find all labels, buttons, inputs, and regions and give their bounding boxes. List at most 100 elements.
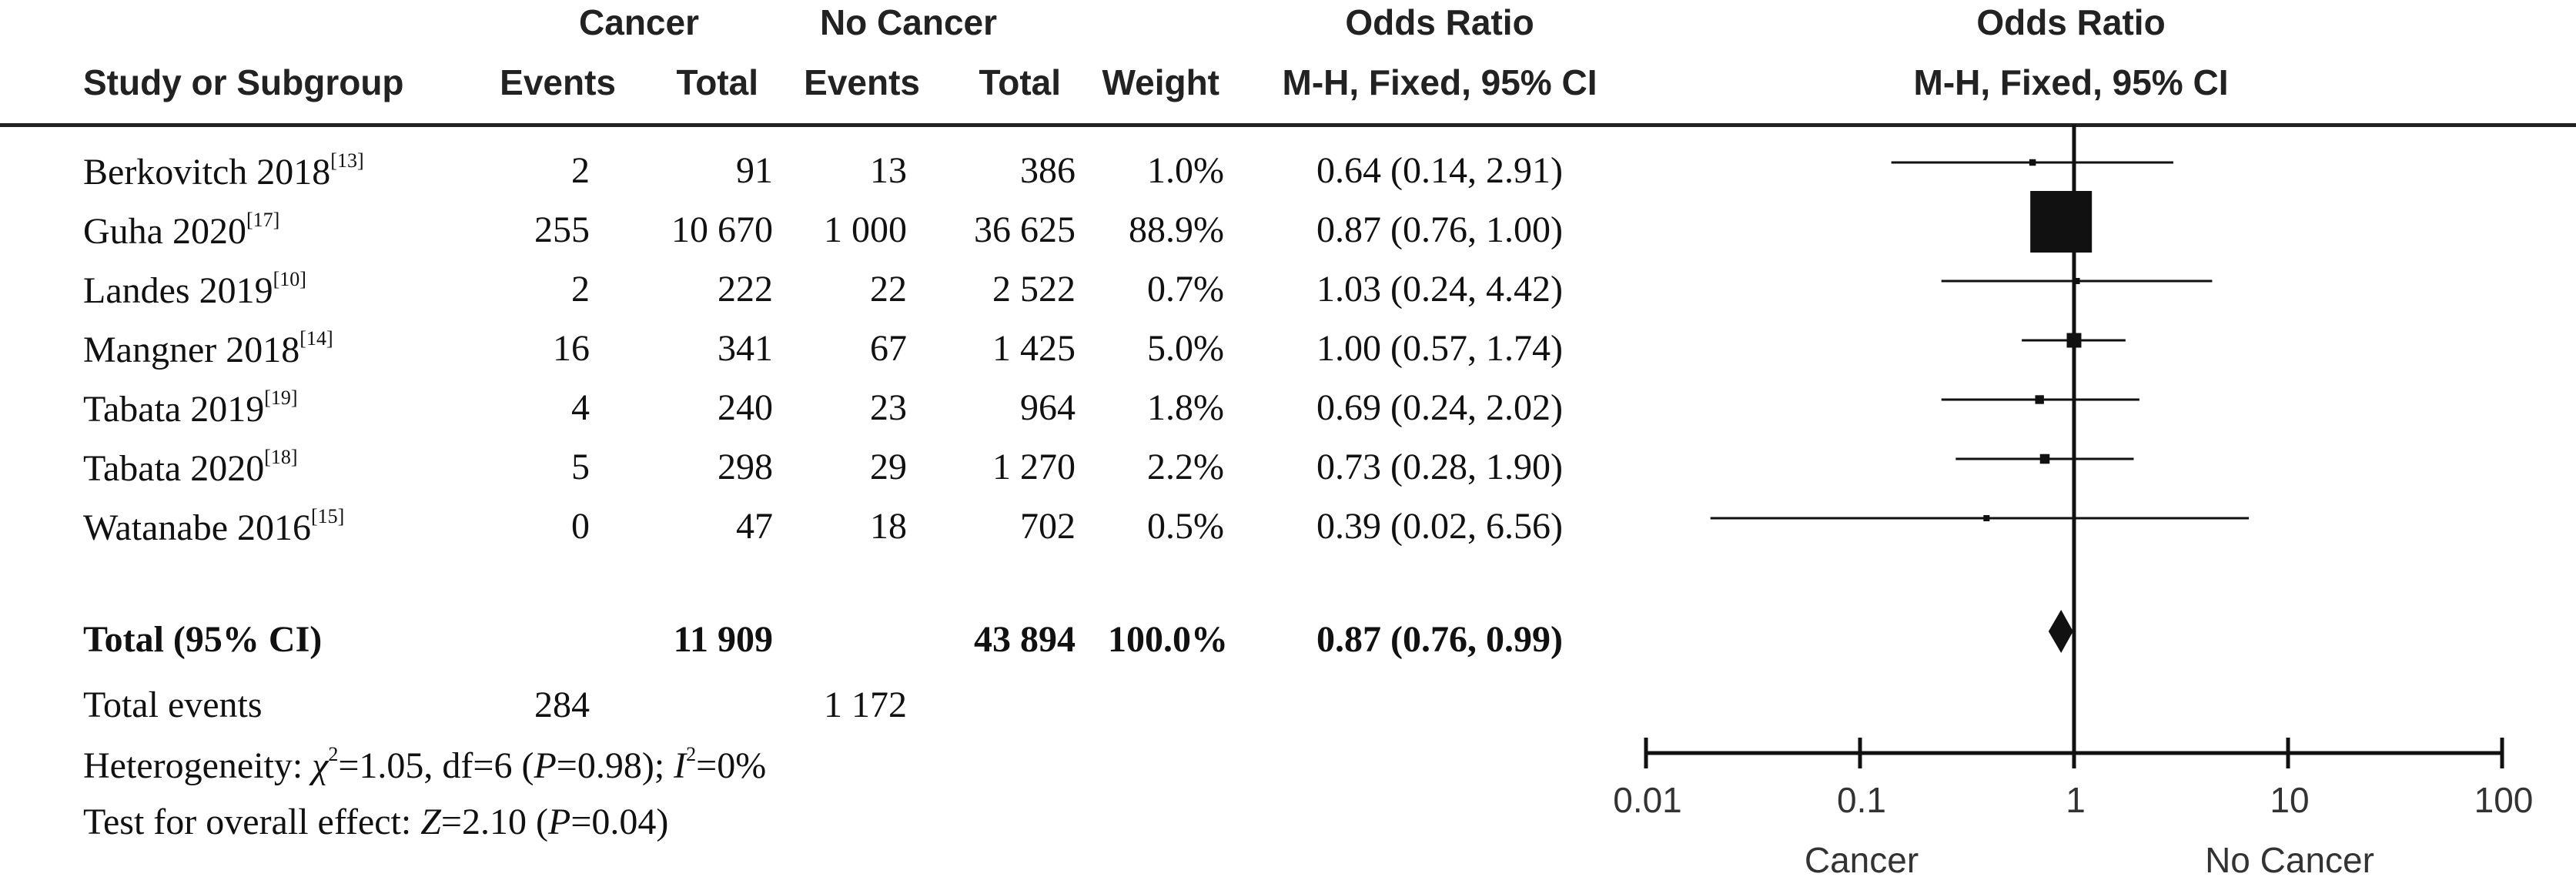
- study-estimate-square: [2035, 395, 2044, 404]
- study-reference: [19]: [264, 387, 298, 409]
- total-row: Total (95% CI) 11 909 43 894 100.0% 0.87…: [0, 618, 1617, 664]
- favours-no-cancer-label: No Cancer: [2205, 840, 2374, 880]
- total-weight: 100.0%: [1108, 619, 1228, 660]
- weight-value: 1.8%: [1147, 387, 1224, 428]
- study-reference: [17]: [246, 209, 280, 231]
- weight-value: 2.2%: [1147, 447, 1224, 487]
- odds-ratio-ci: 0.39 (0.02, 6.56): [1316, 506, 1563, 547]
- total-events-cancer: 284: [534, 684, 590, 725]
- study-name: Tabata 2020[18]: [83, 446, 298, 489]
- events-nocancer: 18: [870, 506, 907, 547]
- weight-value: 5.0%: [1147, 328, 1224, 369]
- study-name: Berkovitch 2018[13]: [83, 149, 364, 192]
- total-cancer-header: Total: [676, 62, 758, 102]
- axis-tick-label: 10: [2270, 780, 2310, 820]
- axis-tick-label: 1: [2066, 780, 2086, 820]
- total-cancer: 91: [736, 150, 773, 191]
- pooled-odds-ratio: 0.87 (0.76, 0.99): [1316, 619, 1563, 660]
- total-nocancer-sum: 43 894: [974, 619, 1076, 660]
- axis-tick-label: 0.1: [1837, 780, 1886, 820]
- events-cancer: 255: [534, 209, 590, 250]
- odds-ratio-header: Odds Ratio: [1345, 2, 1534, 42]
- study-column-header: Study or Subgroup: [83, 62, 404, 102]
- total-cancer-sum: 11 909: [673, 619, 773, 660]
- weight-value: 0.5%: [1147, 506, 1224, 547]
- table-row: Guha 2020[17] 255 10 670 1 000 36 625 88…: [0, 209, 1617, 255]
- events-cancer: 0: [571, 506, 590, 547]
- odds-ratio-ci: 0.69 (0.24, 2.02): [1316, 387, 1563, 428]
- cancer-group-header: Cancer: [579, 2, 699, 42]
- total-nocancer: 386: [1020, 150, 1076, 191]
- study-reference: [18]: [264, 446, 298, 468]
- events-nocancer-header: Events: [804, 62, 920, 102]
- events-cancer: 2: [571, 269, 590, 310]
- table-row: Mangner 2018[14] 16 341 67 1 425 5.0% 1.…: [0, 327, 1617, 373]
- study-reference: [14]: [299, 327, 333, 350]
- odds-ratio-ci: 0.73 (0.28, 1.90): [1316, 447, 1563, 487]
- weight-header: Weight: [1102, 62, 1219, 102]
- study-name: Mangner 2018[14]: [83, 327, 333, 370]
- total-cancer: 10 670: [671, 209, 773, 250]
- study-name: Tabata 2019[19]: [83, 387, 298, 430]
- total-nocancer: 2 522: [992, 269, 1076, 310]
- study-reference: [13]: [330, 149, 364, 172]
- odds-ratio-ci: 1.00 (0.57, 1.74): [1316, 328, 1563, 369]
- events-cancer: 5: [571, 447, 590, 487]
- weight-value: 1.0%: [1147, 150, 1224, 191]
- axis-tick-label: 0.01: [1613, 780, 1682, 820]
- total-cancer: 240: [718, 387, 773, 428]
- pooled-estimate-diamond: [2048, 610, 2073, 653]
- odds-ratio-ci: 0.87 (0.76, 1.00): [1316, 209, 1563, 250]
- axis-tick-label: 100: [2474, 780, 2534, 820]
- events-nocancer: 67: [870, 328, 907, 369]
- events-nocancer: 22: [870, 269, 907, 310]
- study-estimate-square: [1983, 515, 1990, 521]
- table-row: Tabata 2019[19] 4 240 23 964 1.8% 0.69 (…: [0, 387, 1617, 433]
- total-cancer: 298: [718, 447, 773, 487]
- study-name: Guha 2020[17]: [83, 209, 280, 252]
- plot-odds-ratio-header: Odds Ratio: [1976, 2, 2166, 42]
- favours-cancer-label: Cancer: [1804, 840, 1919, 880]
- table-row: Landes 2019[10] 2 222 22 2 522 0.7% 1.03…: [0, 268, 1617, 314]
- total-nocancer-header: Total: [979, 62, 1061, 102]
- total-nocancer: 964: [1020, 387, 1076, 428]
- table-row: Tabata 2020[18] 5 298 29 1 270 2.2% 0.73…: [0, 446, 1617, 492]
- odds-ratio-ci: 1.03 (0.24, 4.42): [1316, 269, 1563, 310]
- table-row: Watanabe 2016[15] 0 47 18 702 0.5% 0.39 …: [0, 505, 1617, 551]
- study-reference: [15]: [311, 505, 345, 527]
- total-cancer: 47: [736, 506, 773, 547]
- total-nocancer: 1 425: [992, 328, 1076, 369]
- total-nocancer: 702: [1020, 506, 1076, 547]
- total-nocancer: 1 270: [992, 447, 1076, 487]
- events-nocancer: 13: [870, 150, 907, 191]
- plot-method-header: M-H, Fixed, 95% CI: [1913, 62, 2229, 102]
- odds-ratio-ci: 0.64 (0.14, 2.91): [1316, 150, 1563, 191]
- total-cancer: 341: [718, 328, 773, 369]
- table-row: Berkovitch 2018[13] 2 91 13 386 1.0% 0.6…: [0, 149, 1617, 196]
- events-cancer: 16: [553, 328, 590, 369]
- total-label: Total (95% CI): [83, 619, 323, 660]
- heterogeneity-stats: Heterogeneity: χ2=1.05, df=6 (P=0.98); I…: [83, 743, 767, 786]
- study-estimate-square: [2030, 191, 2093, 253]
- total-nocancer: 36 625: [974, 209, 1076, 250]
- weight-value: 0.7%: [1147, 269, 1224, 310]
- no-cancer-group-header: No Cancer: [819, 2, 998, 42]
- study-estimate-square: [2039, 454, 2050, 464]
- total-events-row: Total events 284 1 172: [0, 684, 1001, 730]
- overall-effect-test: Test for overall effect: Z=2.10 (P=0.04): [83, 802, 669, 842]
- total-events-nocancer: 1 172: [824, 684, 907, 725]
- events-cancer: 4: [571, 387, 590, 428]
- total-events-label: Total events: [83, 684, 263, 725]
- events-nocancer: 29: [870, 447, 907, 487]
- events-nocancer: 23: [870, 387, 907, 428]
- total-cancer: 222: [718, 269, 773, 310]
- study-reference: [10]: [273, 268, 306, 290]
- events-cancer-header: Events: [500, 62, 616, 102]
- events-cancer: 2: [571, 150, 590, 191]
- events-nocancer: 1 000: [824, 209, 907, 250]
- study-estimate-square: [2073, 278, 2080, 284]
- header-divider: [0, 123, 2576, 127]
- study-estimate-square: [2066, 333, 2082, 348]
- or-method-header: M-H, Fixed, 95% CI: [1282, 62, 1597, 102]
